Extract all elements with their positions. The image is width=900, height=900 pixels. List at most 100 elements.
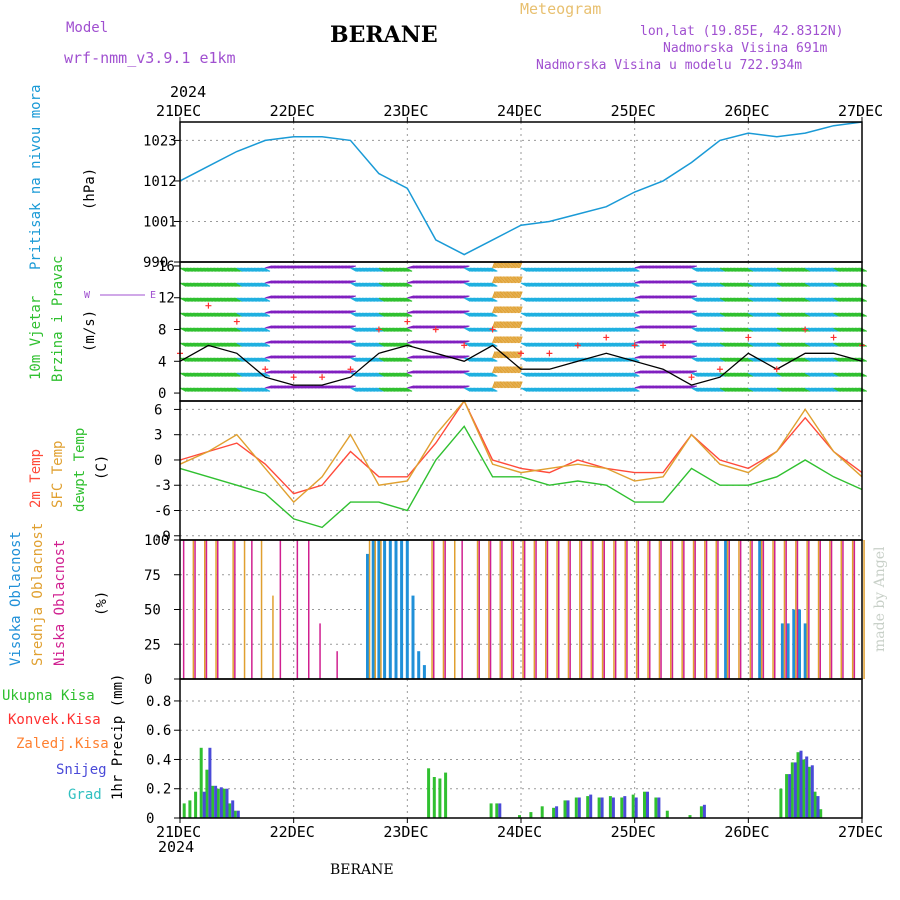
wind-barb bbox=[810, 312, 818, 317]
wind-barb bbox=[584, 297, 592, 302]
wind-barb bbox=[789, 387, 796, 392]
wind-barb bbox=[735, 372, 742, 377]
wind-barb bbox=[843, 312, 850, 317]
wind-barb bbox=[723, 357, 731, 362]
wind-barb bbox=[777, 342, 785, 347]
precip-bar bbox=[194, 791, 198, 818]
wind-barb bbox=[712, 372, 720, 377]
wind-barb bbox=[228, 387, 235, 392]
wind-barb bbox=[691, 297, 698, 302]
wind-barb bbox=[354, 312, 362, 317]
wind-barb bbox=[742, 297, 750, 302]
wind-barb bbox=[723, 312, 731, 317]
wind-barb bbox=[186, 372, 194, 377]
wind-barb bbox=[827, 327, 835, 332]
wind-barb bbox=[763, 387, 771, 392]
wind-barb bbox=[529, 387, 536, 392]
wind-barb bbox=[247, 342, 255, 347]
wind-barb bbox=[559, 297, 566, 302]
wind-barb bbox=[560, 327, 568, 332]
wind-barb bbox=[851, 372, 859, 377]
wind-barb bbox=[716, 357, 724, 362]
wind-barb bbox=[532, 297, 539, 302]
wind-barb bbox=[561, 282, 569, 287]
wind-barb bbox=[586, 297, 593, 302]
wind-barb bbox=[580, 372, 588, 377]
wind-barb bbox=[597, 387, 605, 392]
wind-barb bbox=[354, 267, 362, 272]
wind-barb bbox=[501, 306, 506, 314]
wind-barb bbox=[556, 387, 563, 392]
wind-barb bbox=[189, 267, 197, 272]
wind-barb bbox=[510, 276, 515, 284]
wind-barb bbox=[793, 267, 801, 272]
wind-barb bbox=[857, 372, 865, 377]
wind-barb bbox=[212, 357, 220, 362]
wind-barb bbox=[691, 357, 698, 362]
wind-barb bbox=[745, 327, 752, 332]
wind-barb bbox=[397, 267, 404, 272]
wind-barb bbox=[220, 282, 228, 287]
wind-barb bbox=[240, 312, 248, 317]
wind-barb bbox=[758, 267, 765, 272]
wind-barb bbox=[245, 297, 252, 302]
wind-barb bbox=[777, 282, 785, 287]
wind-barb bbox=[370, 312, 377, 317]
wind-barb bbox=[536, 312, 544, 317]
wind-barb bbox=[181, 342, 188, 347]
wind-barb bbox=[507, 276, 512, 284]
wind-barb bbox=[766, 312, 774, 317]
wind-barb bbox=[235, 327, 242, 332]
wind-barb bbox=[571, 282, 579, 287]
wind-barb bbox=[603, 297, 610, 302]
wind-barb bbox=[540, 267, 548, 272]
wind-barb bbox=[193, 312, 201, 317]
wind-barb bbox=[721, 327, 728, 332]
wind-barb bbox=[736, 297, 744, 302]
wind-barb bbox=[696, 267, 704, 272]
wind-barb bbox=[404, 372, 411, 377]
wind-barb bbox=[726, 327, 734, 332]
wind-barb bbox=[206, 327, 214, 332]
wind-barb bbox=[561, 357, 569, 362]
wind-barb bbox=[834, 282, 842, 287]
wind-barb bbox=[613, 282, 620, 287]
wind-barb bbox=[522, 312, 529, 317]
wind-barb bbox=[213, 267, 221, 272]
wind-barb bbox=[620, 282, 627, 287]
wind-barb bbox=[374, 372, 382, 377]
wind-barb bbox=[696, 372, 704, 377]
precip-bar bbox=[699, 806, 703, 818]
wind-barb bbox=[591, 372, 599, 377]
wind-barb bbox=[503, 366, 508, 374]
wind-barb bbox=[537, 357, 545, 362]
wind-barb bbox=[560, 312, 568, 317]
cloud-bar bbox=[558, 540, 560, 679]
wind-barb bbox=[182, 342, 190, 347]
precip-frame bbox=[179, 678, 863, 819]
wind-barb bbox=[844, 282, 852, 287]
wind-barb bbox=[719, 357, 727, 362]
wind-barb bbox=[257, 387, 265, 392]
wind-barb bbox=[598, 342, 606, 347]
wind-barb bbox=[501, 276, 506, 284]
wind-barb bbox=[698, 282, 705, 287]
wind-barb bbox=[192, 357, 200, 362]
wind-barb bbox=[533, 387, 541, 392]
wind-barb bbox=[199, 267, 207, 272]
wind-barb bbox=[750, 357, 758, 362]
wind-barb bbox=[196, 267, 204, 272]
wind-barb bbox=[773, 387, 781, 392]
wind-barb bbox=[606, 342, 613, 347]
wind-barb bbox=[806, 372, 813, 377]
wind-barb bbox=[617, 372, 625, 377]
wind-barb bbox=[581, 372, 589, 377]
cloud-bar bbox=[308, 540, 310, 679]
wind-barb bbox=[550, 282, 558, 287]
wind-barb bbox=[520, 357, 528, 362]
wind-barb bbox=[804, 297, 812, 302]
precip-bar bbox=[574, 797, 578, 818]
wind-barb bbox=[780, 327, 788, 332]
cloud-bar bbox=[758, 540, 762, 679]
precip-bar bbox=[444, 772, 448, 818]
